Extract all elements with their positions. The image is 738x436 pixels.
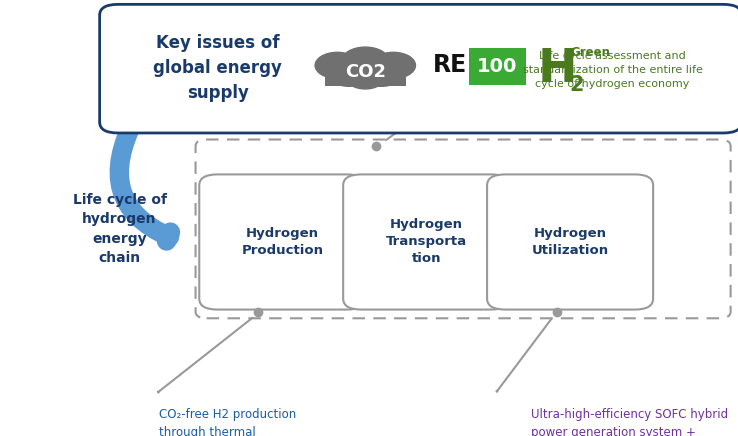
Circle shape (346, 66, 384, 89)
Text: RE: RE (433, 52, 467, 77)
FancyBboxPatch shape (487, 174, 653, 310)
FancyBboxPatch shape (343, 174, 509, 310)
Text: Hydrogen
Utilization: Hydrogen Utilization (531, 227, 609, 257)
FancyBboxPatch shape (325, 74, 406, 86)
Text: Hydrogen
Transporta
tion: Hydrogen Transporta tion (386, 218, 466, 266)
Text: 100: 100 (477, 57, 517, 76)
Text: Key issues of
global energy
supply: Key issues of global energy supply (154, 34, 282, 102)
Text: Life cycle assessment and
standardization of the entire life
cycle of hydrogen e: Life cycle assessment and standardizatio… (523, 51, 703, 89)
Text: CO2: CO2 (345, 62, 386, 81)
FancyBboxPatch shape (469, 48, 526, 85)
Text: 2: 2 (570, 75, 584, 95)
Text: Life cycle of
hydrogen
energy
chain: Life cycle of hydrogen energy chain (72, 193, 167, 265)
Text: Green: Green (570, 46, 610, 59)
Circle shape (330, 64, 368, 86)
Circle shape (371, 52, 415, 78)
Circle shape (342, 47, 389, 75)
FancyBboxPatch shape (100, 4, 738, 133)
Circle shape (315, 52, 359, 78)
Circle shape (362, 64, 401, 86)
FancyBboxPatch shape (199, 174, 365, 310)
Text: Ultra-high-efficiency SOFC hybrid
power generation system +
Carbon-free ammonia : Ultra-high-efficiency SOFC hybrid power … (531, 408, 728, 436)
Text: CO₂-free H2 production
through thermal
decomposition of fossil fuel: CO₂-free H2 production through thermal d… (159, 408, 320, 436)
Text: H: H (537, 47, 577, 92)
Text: Hydrogen
Production: Hydrogen Production (241, 227, 323, 257)
